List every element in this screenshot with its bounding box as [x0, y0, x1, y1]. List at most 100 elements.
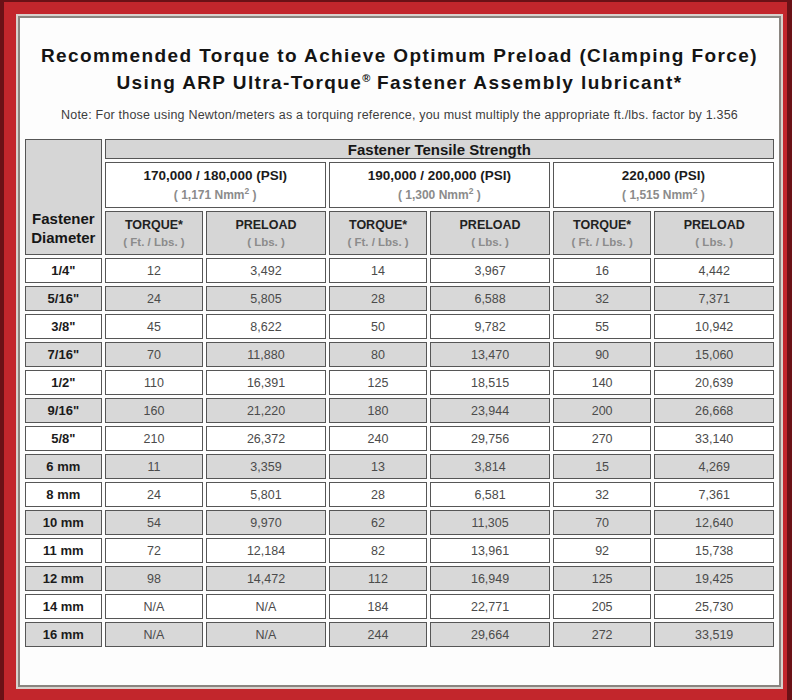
preload-value-cell: 33,519: [654, 622, 774, 647]
psi-rating-label: 170,000 / 180,000 (PSI): [106, 168, 325, 183]
torque-value-cell: 12: [105, 258, 204, 283]
preload-value-cell: 15,060: [654, 342, 774, 367]
psi-group-header: 170,000 / 180,000 (PSI) ( 1,171 Nmm2 ): [105, 162, 326, 208]
preload-value-cell: 9,782: [430, 314, 550, 339]
diameter-cell: 8 mm: [25, 482, 102, 507]
torque-unit-label: ( Ft. / Lbs. ): [330, 236, 427, 248]
preload-label: PRELOAD: [207, 218, 325, 232]
torque-value-cell: 28: [329, 482, 428, 507]
diameter-cell: 9/16": [25, 398, 102, 423]
diameter-cell: 5/16": [25, 286, 102, 311]
torque-value-cell: 70: [553, 510, 652, 535]
preload-value-cell: 25,730: [654, 594, 774, 619]
torque-value-cell: 200: [553, 398, 652, 423]
table-row: 11 mm 72 12,184 82 13,961 92 15,738: [25, 538, 774, 563]
torque-value-cell: N/A: [105, 622, 204, 647]
page-background: { "colors": { "frame_red": "#c2262c", "f…: [0, 0, 792, 700]
corner-header-fastener-diameter: Fastener Diameter: [25, 139, 102, 255]
psi-rating-label: 190,000 / 200,000 (PSI): [330, 168, 549, 183]
preload-value-cell: 13,470: [430, 342, 550, 367]
preload-value-cell: 7,361: [654, 482, 774, 507]
torque-value-cell: 45: [105, 314, 204, 339]
table-row: 9/16" 160 21,220 180 23,944 200 26,668: [25, 398, 774, 423]
diameter-cell: 14 mm: [25, 594, 102, 619]
torque-value-cell: 54: [105, 510, 204, 535]
preload-value-cell: 7,371: [654, 286, 774, 311]
title-line-2: Using ARP Ultra-Torque® Fastener Assembl…: [20, 69, 779, 96]
preload-value-cell: 22,771: [430, 594, 550, 619]
preload-value-cell: 12,184: [206, 538, 326, 563]
torque-value-cell: 24: [105, 286, 204, 311]
preload-value-cell: 11,305: [430, 510, 550, 535]
title-line-2-tail: Fastener Assembly lubricant*: [370, 72, 682, 93]
tensile-strength-row: Fastener Diameter Fastener Tensile Stren…: [25, 139, 774, 159]
preload-value-cell: 13,961: [430, 538, 550, 563]
torque-value-cell: 240: [329, 426, 428, 451]
preload-value-cell: 12,640: [654, 510, 774, 535]
preload-value-cell: 18,515: [430, 370, 550, 395]
torque-value-cell: 82: [329, 538, 428, 563]
torque-value-cell: 184: [329, 594, 428, 619]
preload-value-cell: 26,372: [206, 426, 326, 451]
torque-value-cell: 50: [329, 314, 428, 339]
preload-value-cell: 29,756: [430, 426, 550, 451]
torque-value-cell: 180: [329, 398, 428, 423]
torque-value-cell: 14: [329, 258, 428, 283]
table-body: 1/4" 12 3,492 14 3,967 16 4,442 5/16" 24…: [25, 258, 774, 647]
torque-value-cell: 90: [553, 342, 652, 367]
psi-group-header: 220,000 (PSI) ( 1,515 Nmm2 ): [553, 162, 774, 208]
preload-value-cell: 11,880: [206, 342, 326, 367]
preload-value-cell: 16,391: [206, 370, 326, 395]
diameter-cell: 1/2": [25, 370, 102, 395]
preload-value-cell: 3,967: [430, 258, 550, 283]
torque-value-cell: 13: [329, 454, 428, 479]
preload-unit-label: ( Lbs. ): [431, 236, 549, 248]
preload-value-cell: 14,472: [206, 566, 326, 591]
table-row: 12 mm 98 14,472 112 16,949 125 19,425: [25, 566, 774, 591]
table-row: 16 mm N/A N/A 244 29,664 272 33,519: [25, 622, 774, 647]
table-row: 14 mm N/A N/A 184 22,771 205 25,730: [25, 594, 774, 619]
preload-value-cell: 16,949: [430, 566, 550, 591]
preload-label: PRELOAD: [431, 218, 549, 232]
torque-value-cell: 205: [553, 594, 652, 619]
title-line-1: Recommended Torque to Achieve Optimum Pr…: [20, 42, 779, 69]
table-row: 5/8" 210 26,372 240 29,756 270 33,140: [25, 426, 774, 451]
diameter-cell: 6 mm: [25, 454, 102, 479]
nmm-rating-label: ( 1,300 Nmm2 ): [330, 188, 549, 202]
preload-value-cell: 9,970: [206, 510, 326, 535]
table-row: 1/2" 110 16,391 125 18,515 140 20,639: [25, 370, 774, 395]
torque-value-cell: 55: [553, 314, 652, 339]
column-header-row: TORQUE* ( Ft. / Lbs. ) PRELOAD ( Lbs. ) …: [25, 211, 774, 255]
title-line-2-text: Using ARP Ultra-Torque: [116, 72, 362, 93]
torque-label: TORQUE*: [330, 218, 427, 232]
torque-value-cell: 15: [553, 454, 652, 479]
preload-column-header: PRELOAD ( Lbs. ): [206, 211, 326, 255]
preload-value-cell: 23,944: [430, 398, 550, 423]
preload-value-cell: 4,269: [654, 454, 774, 479]
preload-value-cell: 10,942: [654, 314, 774, 339]
torque-value-cell: N/A: [105, 594, 204, 619]
preload-value-cell: 6,588: [430, 286, 550, 311]
diameter-cell: 11 mm: [25, 538, 102, 563]
preload-value-cell: 4,442: [654, 258, 774, 283]
psi-group-header: 190,000 / 200,000 (PSI) ( 1,300 Nmm2 ): [329, 162, 550, 208]
diameter-cell: 1/4": [25, 258, 102, 283]
torque-value-cell: 62: [329, 510, 428, 535]
table-header: Fastener Diameter Fastener Tensile Stren…: [25, 139, 774, 255]
preload-value-cell: 3,492: [206, 258, 326, 283]
preload-value-cell: N/A: [206, 622, 326, 647]
preload-value-cell: 3,814: [430, 454, 550, 479]
preload-value-cell: 5,801: [206, 482, 326, 507]
torque-table: Fastener Diameter Fastener Tensile Stren…: [22, 136, 777, 650]
diameter-cell: 10 mm: [25, 510, 102, 535]
nmm-rating-label: ( 1,171 Nmm2 ): [106, 188, 325, 202]
preload-label: PRELOAD: [655, 218, 773, 232]
torque-value-cell: 16: [553, 258, 652, 283]
table-row: 6 mm 11 3,359 13 3,814 15 4,269: [25, 454, 774, 479]
torque-unit-label: ( Ft. / Lbs. ): [554, 236, 651, 248]
preload-value-cell: 5,805: [206, 286, 326, 311]
page-title: Recommended Torque to Achieve Optimum Pr…: [20, 42, 779, 96]
table-row: 1/4" 12 3,492 14 3,967 16 4,442: [25, 258, 774, 283]
torque-value-cell: 125: [553, 566, 652, 591]
torque-value-cell: 244: [329, 622, 428, 647]
